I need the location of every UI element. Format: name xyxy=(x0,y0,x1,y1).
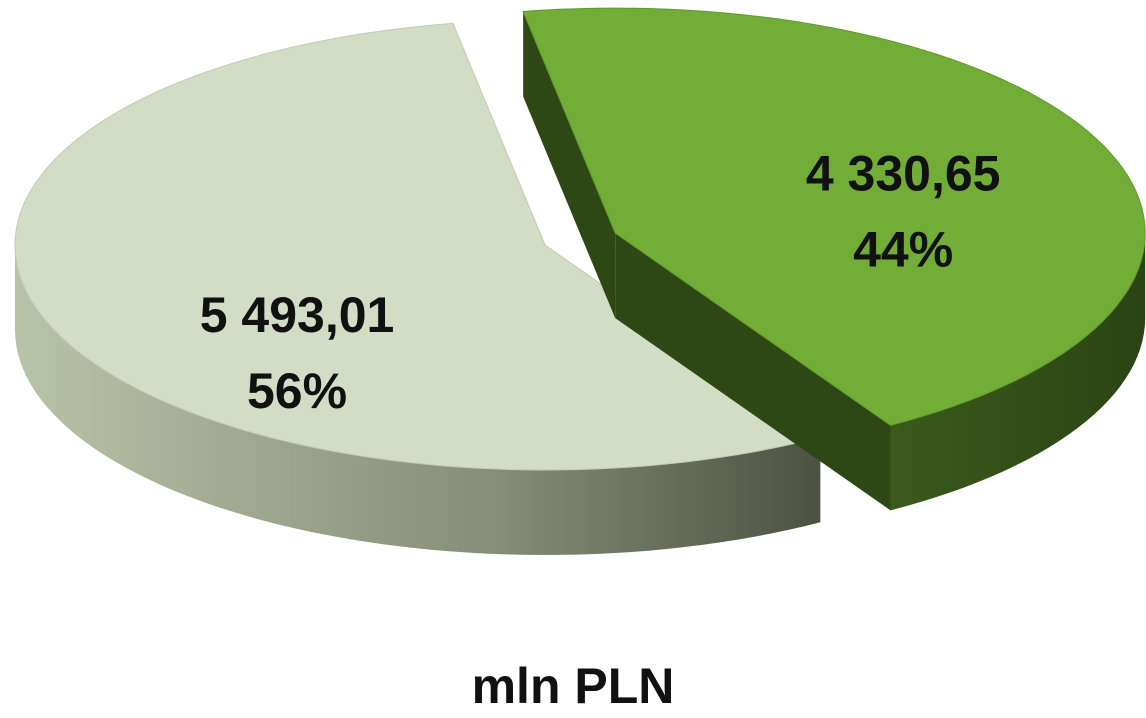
percent-label: 56% xyxy=(247,363,347,419)
slice xyxy=(522,7,1146,511)
value-label: 5 493,01 xyxy=(200,287,395,343)
slice-side xyxy=(890,233,1146,511)
slice-cut-face xyxy=(615,233,891,511)
slice-top xyxy=(14,22,822,471)
pie xyxy=(14,7,1146,555)
unit-label: mln PLN xyxy=(472,658,675,714)
slice-side xyxy=(15,245,821,555)
slice-cut-face xyxy=(523,11,616,319)
percent-label: 44% xyxy=(853,222,953,278)
slice-top xyxy=(522,7,1146,426)
value-label: 4 330,65 xyxy=(806,146,1001,202)
